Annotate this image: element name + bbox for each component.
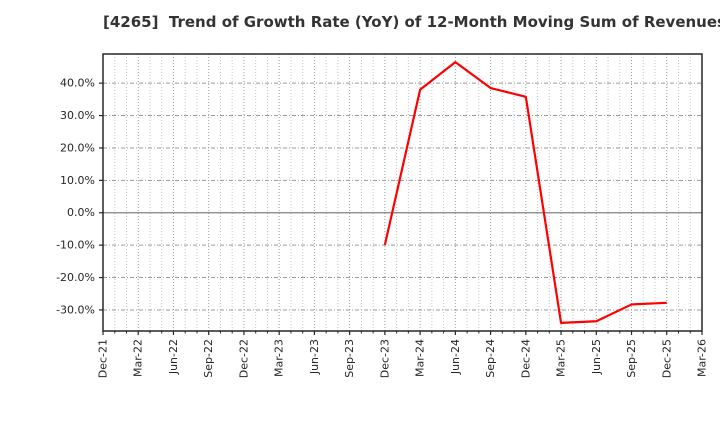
x-tick-label: Jun-22 (167, 339, 180, 375)
x-tick-label: Sep-24 (484, 339, 497, 378)
y-tick-label: 20.0% (60, 141, 95, 154)
plot-border (102, 53, 703, 332)
y-tick-label: 0.0% (67, 206, 95, 219)
x-tick-label: Mar-22 (132, 339, 145, 377)
x-tick-label: Dec-25 (660, 339, 673, 378)
y-tick-label: 10.0% (60, 174, 95, 187)
y-tick-label: -20.0% (56, 271, 95, 284)
x-tick-label: Dec-23 (378, 339, 391, 378)
y-tick-label: -10.0% (56, 239, 95, 252)
x-tick-label: Mar-26 (696, 339, 709, 377)
x-tick-label: Jun-25 (590, 339, 603, 375)
chart-title: [4265] Trend of Growth Rate (YoY) of 12-… (103, 13, 720, 31)
y-tick-label: 30.0% (60, 109, 95, 122)
x-tick-label: Sep-25 (625, 339, 638, 378)
x-tick-label: Mar-23 (273, 339, 286, 377)
x-tick-label: Sep-22 (202, 339, 215, 378)
y-tick-label: 40.0% (60, 77, 95, 90)
x-tick-label: Jun-23 (308, 339, 321, 375)
x-tick-label: Mar-24 (414, 339, 427, 377)
x-tick-label: Dec-24 (519, 339, 532, 378)
x-tick-label: Mar-25 (555, 339, 568, 377)
y-tick-label: -30.0% (56, 303, 95, 316)
x-tick-label: Sep-23 (343, 339, 356, 378)
x-tick-label: Dec-21 (97, 339, 110, 378)
x-tick-label: Dec-22 (237, 339, 250, 378)
x-tick-label: Jun-24 (449, 339, 462, 375)
growth-rate-line (383, 60, 667, 325)
